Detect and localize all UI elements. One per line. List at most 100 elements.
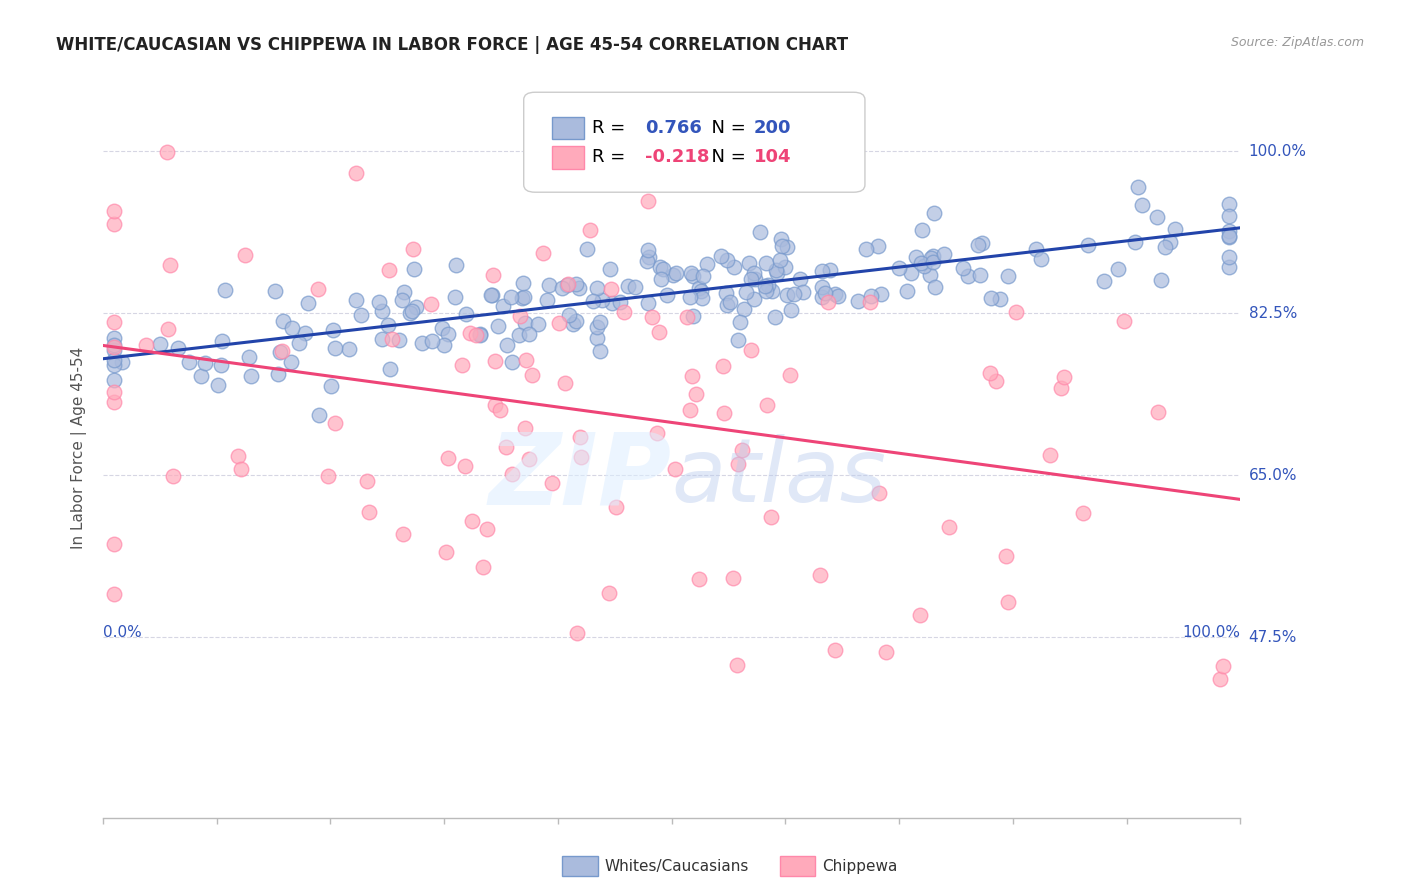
Point <box>536 293 558 307</box>
Point <box>541 476 564 491</box>
Point <box>576 242 599 256</box>
Point <box>789 272 811 286</box>
Point <box>103 315 125 329</box>
Point <box>988 292 1011 306</box>
Point <box>775 260 797 274</box>
Point <box>586 320 609 334</box>
Point <box>934 247 956 261</box>
Point <box>271 343 294 358</box>
Point <box>696 257 718 271</box>
Point <box>149 336 172 351</box>
Text: 47.5%: 47.5% <box>1249 630 1296 645</box>
Point <box>920 251 942 265</box>
Point <box>404 261 426 276</box>
Point <box>859 294 882 309</box>
Point <box>569 450 592 465</box>
Point <box>378 362 401 376</box>
Point <box>214 283 236 297</box>
Point <box>591 293 613 307</box>
Point <box>135 338 157 352</box>
Point <box>1159 235 1181 250</box>
Point <box>727 333 749 347</box>
Point <box>995 549 1018 563</box>
Point <box>263 285 285 299</box>
Text: N =: N = <box>700 119 752 136</box>
Point <box>1218 250 1240 264</box>
Point <box>657 288 679 302</box>
Point <box>103 203 125 218</box>
Point <box>1218 224 1240 238</box>
Point <box>513 316 536 330</box>
Text: Chippewa: Chippewa <box>823 859 898 873</box>
Point <box>537 278 560 293</box>
Point <box>156 145 179 159</box>
Point <box>557 277 579 292</box>
Point <box>769 252 792 267</box>
Point <box>748 225 770 239</box>
Point <box>454 458 477 473</box>
Point <box>555 278 578 293</box>
Point <box>589 315 612 329</box>
Point <box>900 267 922 281</box>
Point <box>734 285 756 299</box>
Point <box>157 322 180 336</box>
Point <box>1209 672 1232 686</box>
Point <box>437 451 460 466</box>
Point <box>433 338 456 352</box>
Point <box>652 261 675 276</box>
Point <box>280 355 302 369</box>
Point <box>484 354 506 368</box>
Point <box>817 295 839 310</box>
Point <box>713 406 735 420</box>
Point <box>688 280 710 294</box>
Point <box>755 256 778 270</box>
Point <box>1123 235 1146 249</box>
Point <box>1218 229 1240 244</box>
Point <box>911 223 934 237</box>
Point <box>1163 222 1185 236</box>
Point <box>501 467 523 481</box>
Point <box>783 287 806 301</box>
Point <box>848 294 870 309</box>
Point <box>922 255 945 269</box>
Text: WHITE/CAUCASIAN VS CHIPPEWA IN LABOR FORCE | AGE 45-54 CORRELATION CHART: WHITE/CAUCASIAN VS CHIPPEWA IN LABOR FOR… <box>56 36 848 54</box>
Point <box>678 403 700 417</box>
Point <box>623 279 645 293</box>
Point <box>179 354 201 368</box>
Point <box>887 260 910 275</box>
Point <box>394 285 416 299</box>
Point <box>1128 180 1150 194</box>
Point <box>378 263 401 277</box>
Point <box>709 249 731 263</box>
Text: N =: N = <box>700 148 752 167</box>
Point <box>811 264 834 278</box>
Point <box>103 337 125 351</box>
Point <box>689 284 711 298</box>
Point <box>233 248 256 262</box>
Point <box>952 261 974 276</box>
Point <box>904 250 927 264</box>
Text: ZIP: ZIP <box>488 429 672 525</box>
Point <box>765 262 787 277</box>
Point <box>868 486 890 500</box>
Point <box>733 301 755 316</box>
Point <box>824 287 846 301</box>
Point <box>240 369 263 384</box>
Point <box>586 331 609 345</box>
Point <box>486 318 509 333</box>
Point <box>721 571 744 585</box>
Point <box>759 510 782 524</box>
Point <box>103 385 125 400</box>
Point <box>509 309 531 323</box>
Point <box>1146 405 1168 419</box>
Point <box>582 294 605 309</box>
Point <box>969 268 991 283</box>
Point <box>737 256 759 270</box>
Point <box>924 280 946 294</box>
Point <box>762 163 785 178</box>
Point <box>520 368 543 383</box>
Point <box>344 166 367 180</box>
Point <box>322 323 344 337</box>
Point <box>551 281 574 295</box>
Point <box>481 268 503 282</box>
